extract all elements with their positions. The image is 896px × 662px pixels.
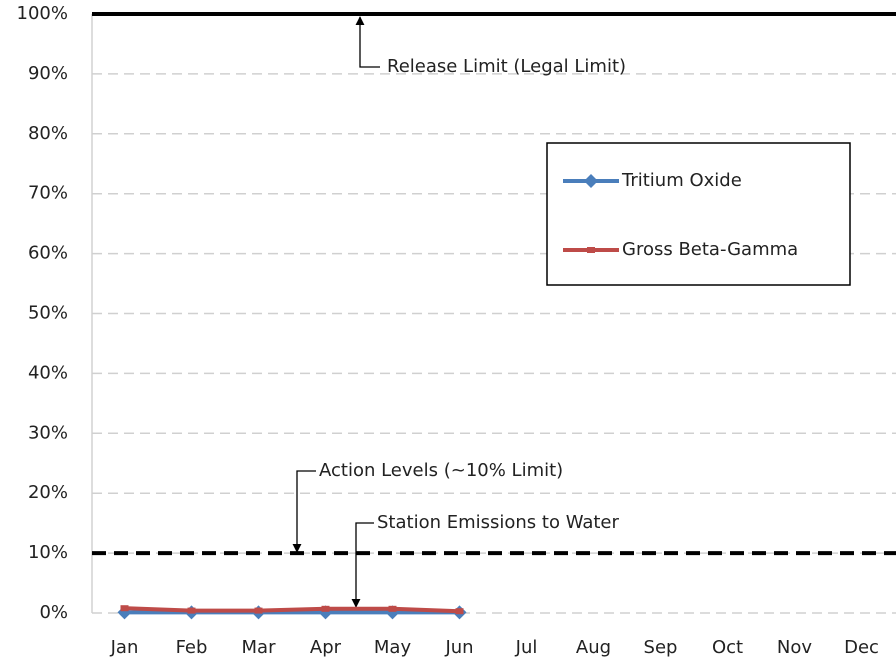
annotation-arrow	[355, 16, 380, 68]
x-tick-label: Feb	[176, 637, 208, 658]
x-tick-label: Nov	[777, 637, 812, 658]
annotation-arrow	[292, 470, 316, 553]
y-tick-label: 60%	[28, 243, 68, 264]
annotation: Release Limit (Legal Limit)	[387, 56, 626, 77]
legend-marker	[584, 174, 598, 188]
y-tick-label: 80%	[28, 123, 68, 144]
legend: Tritium Oxide Gross Beta-Gamma	[546, 142, 851, 286]
x-tick-label: Jan	[110, 637, 139, 658]
legend-label: Gross Beta-Gamma	[622, 239, 798, 260]
annotation: Action Levels (~10% Limit)	[319, 460, 563, 481]
x-tick-label: Aug	[576, 637, 611, 658]
y-tick-label: 50%	[28, 303, 68, 324]
legend-box	[546, 142, 851, 286]
data-point	[321, 605, 330, 612]
data-point	[455, 608, 464, 615]
data-point	[120, 605, 129, 612]
y-tick-label: 20%	[28, 482, 68, 503]
x-tick-label: Mar	[242, 637, 277, 658]
x-tick-label: Oct	[712, 637, 743, 658]
y-tick-label: 0%	[39, 602, 68, 623]
x-tick-label: Jul	[515, 637, 538, 658]
x-tick-label: Dec	[844, 637, 879, 658]
y-tick-label: 100%	[17, 3, 68, 24]
x-tick-label: Sep	[644, 637, 678, 658]
y-tick-label: 70%	[28, 183, 68, 204]
legend-marker	[587, 247, 595, 253]
data-point	[187, 607, 196, 614]
legend-label: Tritium Oxide	[621, 170, 742, 191]
y-tick-label: 10%	[28, 542, 68, 563]
x-tick-label: May	[374, 637, 412, 658]
y-tick-label: 90%	[28, 63, 68, 84]
data-point	[388, 605, 397, 612]
series-line	[124, 606, 460, 614]
data-point	[254, 607, 263, 614]
annotation: Station Emissions to Water	[377, 512, 620, 533]
x-tick-label: Jun	[444, 637, 473, 658]
x-tick-label: Apr	[310, 637, 342, 658]
annotation-arrow	[351, 522, 374, 608]
y-tick-label: 30%	[28, 422, 68, 443]
y-tick-label: 40%	[28, 362, 68, 383]
